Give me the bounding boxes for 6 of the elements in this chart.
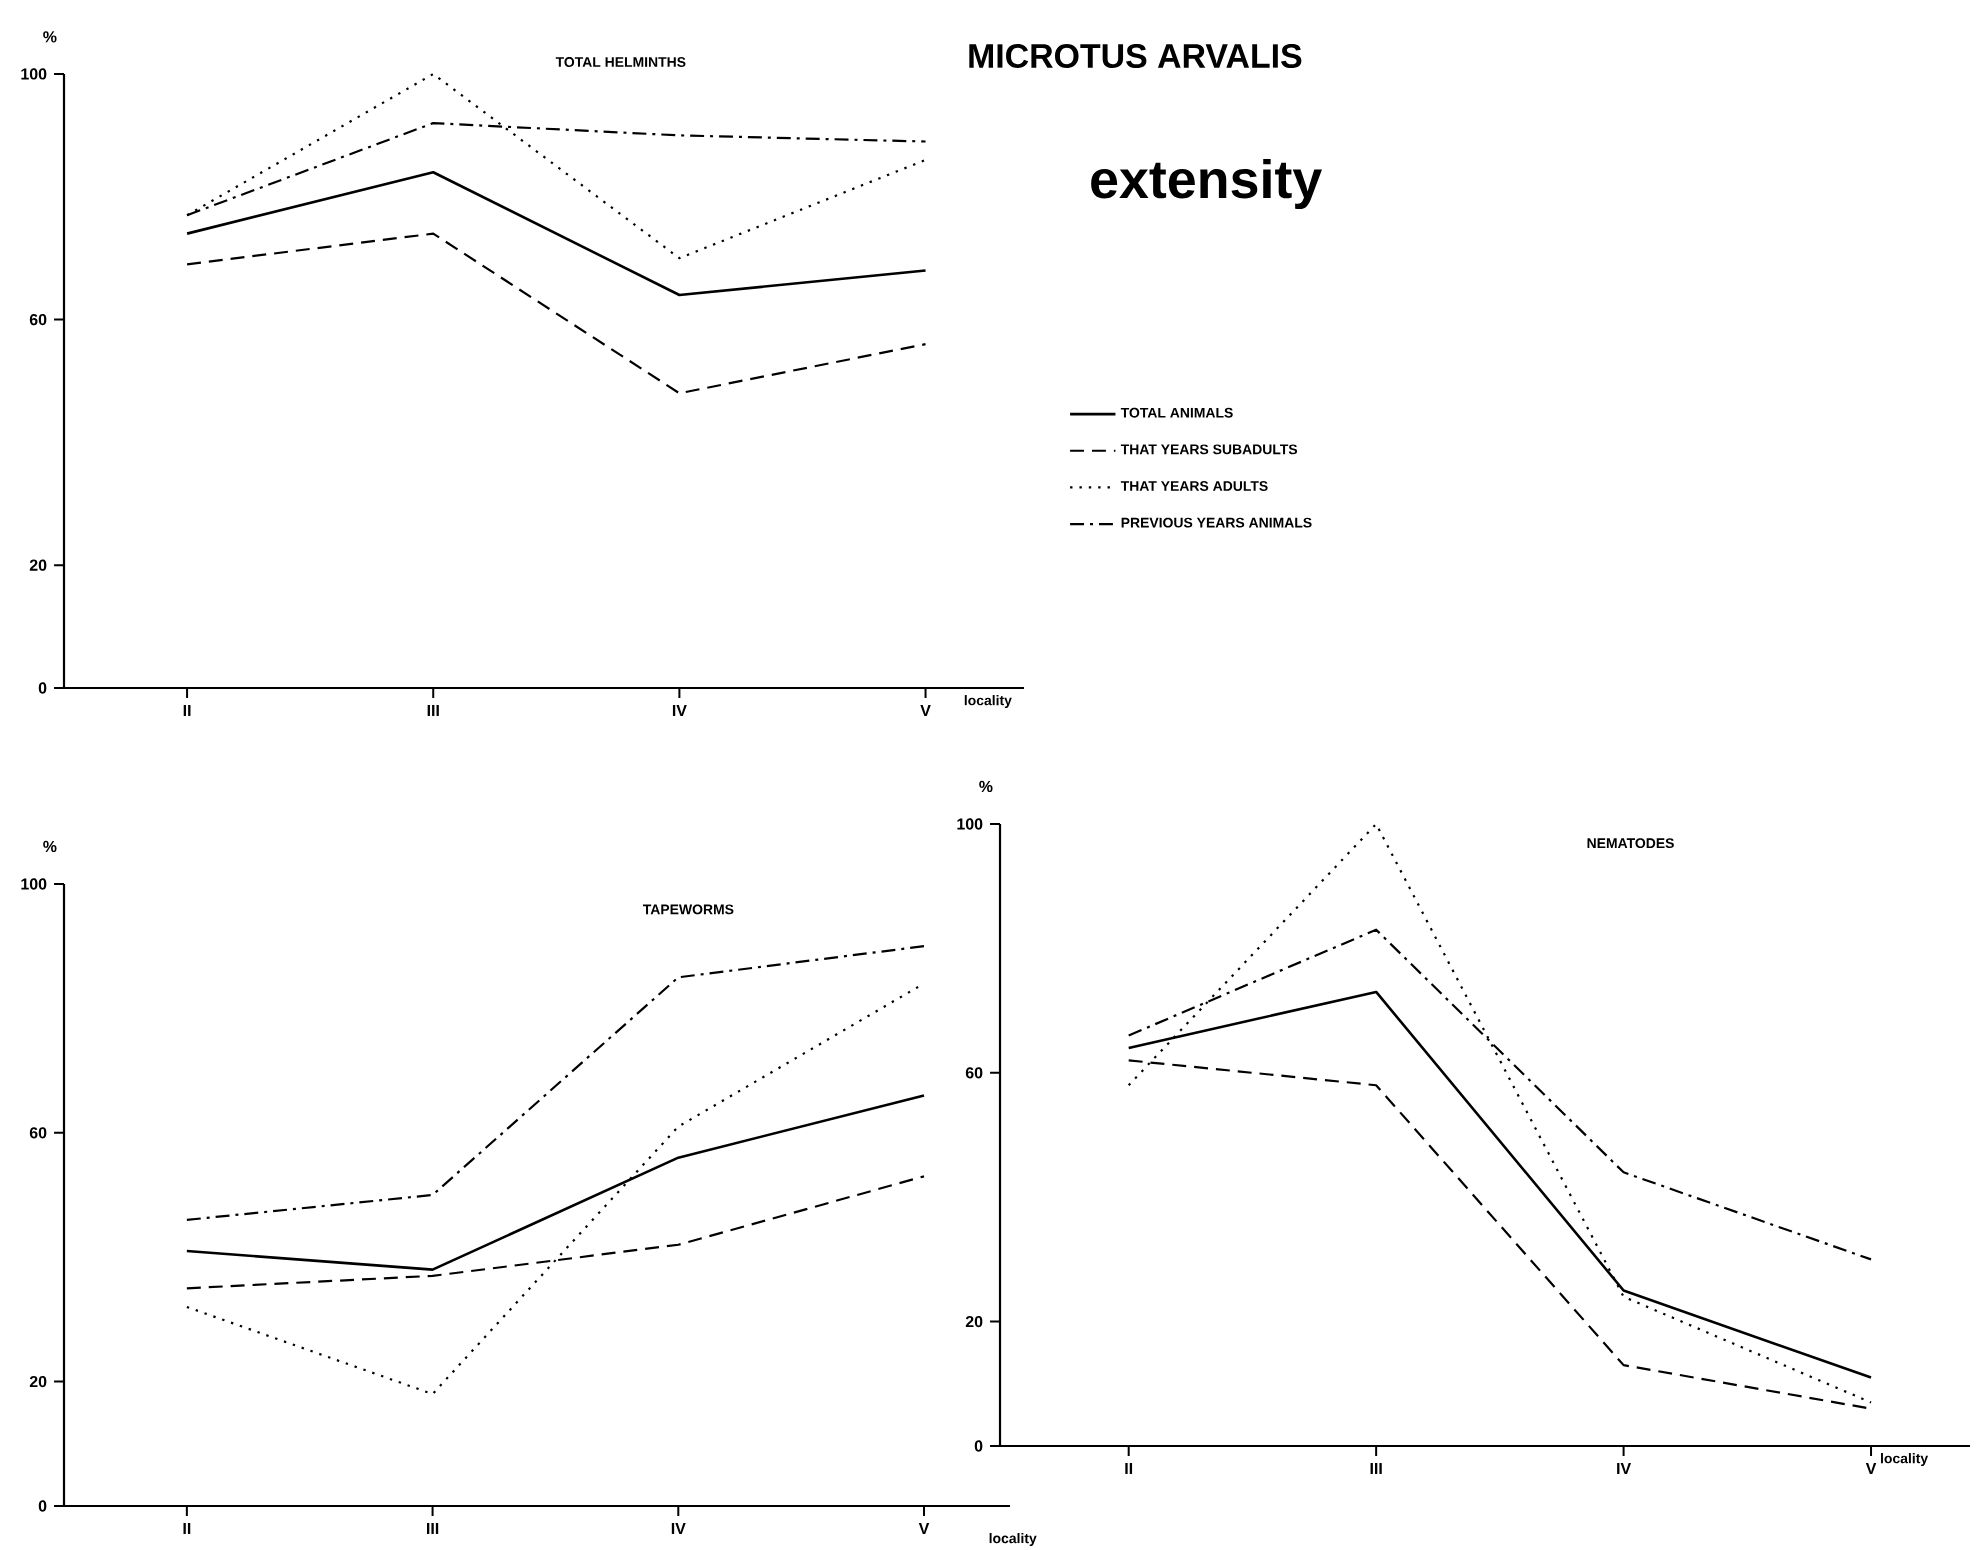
line-series — [185, 945, 926, 1221]
line-series — [185, 170, 927, 297]
text: extensity — [1091, 158, 1322, 210]
line-series — [185, 232, 927, 395]
line-series — [1127, 822, 1873, 1404]
text: MICROTUS ARVALIS — [969, 43, 1302, 68]
